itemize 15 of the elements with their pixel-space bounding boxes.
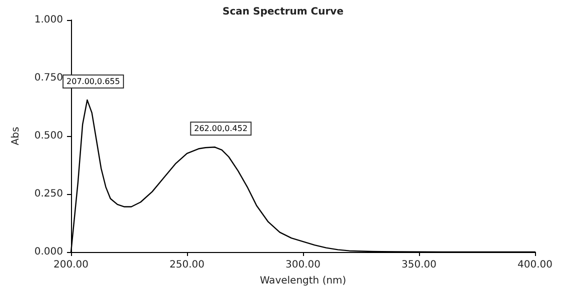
- chart-title: Scan Spectrum Curve: [222, 6, 344, 18]
- x-tick-label: 350.00: [402, 260, 436, 270]
- y-tick-label: 0.250: [34, 188, 63, 200]
- y-tick-label: 0.000: [34, 246, 63, 258]
- y-axis-title: Abs: [10, 126, 22, 146]
- x-tick-label: 300.00: [286, 260, 320, 270]
- x-tick-label: 200.00: [54, 260, 88, 270]
- y-tick-label: 1.000: [34, 14, 63, 26]
- x-tick-label: 400.00: [518, 260, 552, 270]
- annotation: 262.00,0.452: [194, 124, 248, 134]
- annotation: 207.00,0.655: [66, 77, 120, 86]
- x-tick-label: 250.00: [170, 260, 204, 270]
- x-axis-title: Wavelength (nm): [260, 276, 346, 286]
- y-tick-label: 0.500: [34, 130, 63, 142]
- y-tick-label: 0.750: [34, 72, 63, 84]
